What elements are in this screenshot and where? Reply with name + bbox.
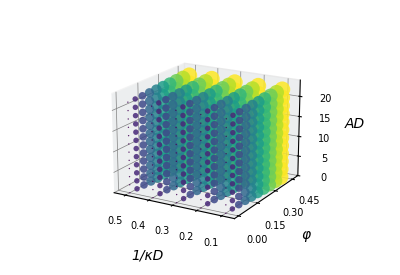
- Y-axis label: φ: φ: [302, 228, 311, 242]
- X-axis label: 1/κD: 1/κD: [131, 248, 163, 262]
